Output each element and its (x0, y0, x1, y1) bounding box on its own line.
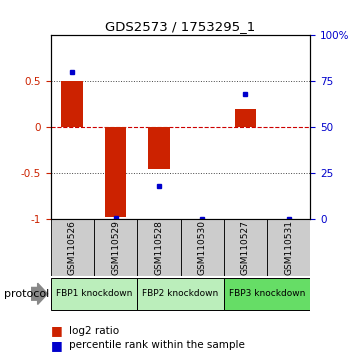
Bar (224, 219, 267, 276)
Text: GSM110528: GSM110528 (155, 220, 163, 275)
Text: FBP2 knockdown: FBP2 knockdown (142, 289, 219, 298)
Bar (105, 127, 126, 217)
Bar (137, 219, 180, 276)
FancyArrow shape (31, 283, 48, 304)
Text: GSM110530: GSM110530 (198, 220, 206, 275)
Text: percentile rank within the sample: percentile rank within the sample (69, 340, 244, 350)
Text: ■: ■ (51, 325, 62, 337)
Text: FBP3 knockdown: FBP3 knockdown (229, 289, 305, 298)
Bar (148, 127, 170, 169)
Bar (267, 219, 310, 276)
Bar (61, 81, 83, 127)
Text: GSM110531: GSM110531 (284, 220, 293, 275)
Text: GSM110526: GSM110526 (68, 220, 77, 275)
Bar (51, 278, 137, 310)
Bar (137, 278, 224, 310)
Bar (51, 219, 94, 276)
Text: GSM110527: GSM110527 (241, 220, 250, 275)
Text: ■: ■ (51, 339, 62, 352)
Text: FBP1 knockdown: FBP1 knockdown (56, 289, 132, 298)
Bar (94, 219, 137, 276)
Bar (224, 278, 310, 310)
Title: GDS2573 / 1753295_1: GDS2573 / 1753295_1 (105, 20, 256, 33)
Text: GSM110529: GSM110529 (111, 220, 120, 275)
Bar (235, 109, 256, 127)
Text: log2 ratio: log2 ratio (69, 326, 119, 336)
Text: protocol: protocol (4, 289, 49, 299)
Bar (180, 219, 224, 276)
